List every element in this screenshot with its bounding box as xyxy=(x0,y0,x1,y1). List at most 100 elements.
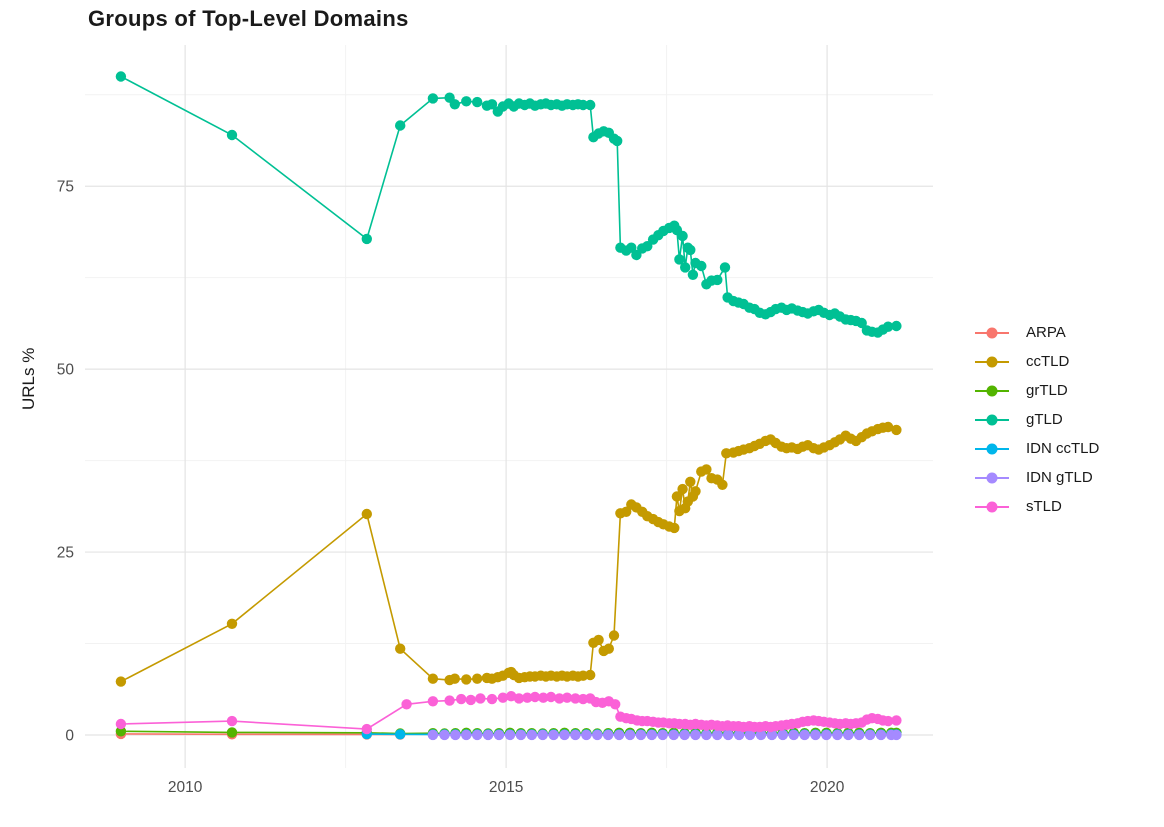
legend-key-icon xyxy=(975,501,1009,513)
data-point xyxy=(832,729,843,741)
data-point xyxy=(493,729,505,741)
legend-label: grTLD xyxy=(1026,382,1068,399)
data-point xyxy=(679,729,690,741)
legend-key-dot xyxy=(986,472,998,483)
legend-key-icon xyxy=(975,385,1009,397)
data-point xyxy=(882,321,894,332)
data-point xyxy=(450,729,461,741)
y-tick-label: 50 xyxy=(57,362,75,379)
data-point xyxy=(506,691,517,702)
data-point xyxy=(482,729,494,741)
data-point xyxy=(559,729,570,741)
data-point xyxy=(875,729,887,741)
data-point xyxy=(621,506,632,517)
legend-label: gTLD xyxy=(1026,411,1063,428)
series-line xyxy=(120,733,401,736)
data-point xyxy=(677,230,688,242)
data-point xyxy=(526,729,537,741)
data-point xyxy=(472,729,483,741)
chart-title: Groups of Top-Level Domains xyxy=(88,6,409,31)
legend-item-idn-gtld: IDN gTLD xyxy=(975,463,1099,492)
data-point xyxy=(891,320,902,332)
legend-key-dot xyxy=(986,414,998,425)
legend: ARPA ccTLD grTLD gTLD IDN ccTLD IDN gTLD sTLD xyxy=(975,318,1099,521)
data-point xyxy=(522,692,533,703)
data-point xyxy=(668,729,679,741)
data-point xyxy=(226,727,238,738)
data-point xyxy=(444,695,455,706)
data-point xyxy=(456,693,467,705)
data-point xyxy=(843,729,854,741)
data-point xyxy=(717,479,728,490)
data-point xyxy=(733,729,745,741)
series-stld xyxy=(115,691,902,735)
data-point xyxy=(626,242,637,253)
y-tick-label: 0 xyxy=(65,728,74,745)
data-point xyxy=(570,693,581,704)
data-point xyxy=(115,71,127,82)
legend-key-icon xyxy=(975,472,1009,484)
data-point xyxy=(449,99,460,110)
data-point xyxy=(690,729,701,741)
series-idn-gtld xyxy=(427,729,902,741)
data-point xyxy=(608,630,620,641)
legend-label: sTLD xyxy=(1026,498,1062,515)
data-point xyxy=(891,424,902,436)
data-point xyxy=(701,464,712,475)
data-point xyxy=(472,96,483,108)
data-point xyxy=(864,729,876,741)
legend-key-dot xyxy=(986,443,998,454)
x-tick-label: 2010 xyxy=(168,779,203,796)
data-point xyxy=(723,729,734,741)
data-point xyxy=(361,723,372,735)
data-point xyxy=(603,643,614,654)
y-tick-label: 25 xyxy=(57,545,74,562)
data-point xyxy=(685,244,696,256)
data-point xyxy=(554,693,565,704)
data-point xyxy=(115,726,127,737)
legend-key-icon xyxy=(975,356,1009,368)
data-point xyxy=(115,718,127,730)
data-point xyxy=(712,274,723,286)
data-point xyxy=(504,729,516,741)
y-tick-label: 75 xyxy=(57,179,74,196)
data-point xyxy=(891,715,902,726)
legend-key-icon xyxy=(975,443,1009,455)
legend-item-stld: sTLD xyxy=(975,492,1099,521)
data-point xyxy=(592,729,603,741)
grid xyxy=(85,45,933,768)
data-point xyxy=(882,421,894,433)
data-point xyxy=(701,729,712,741)
data-point xyxy=(777,729,788,741)
data-point xyxy=(461,674,472,685)
data-point xyxy=(226,715,238,727)
legend-label: ccTLD xyxy=(1026,353,1070,370)
data-point xyxy=(513,693,525,704)
data-point xyxy=(612,135,623,147)
data-point xyxy=(115,676,127,687)
data-point xyxy=(561,692,573,703)
data-point xyxy=(486,99,498,110)
data-point xyxy=(395,643,406,654)
data-point xyxy=(570,729,581,741)
data-point xyxy=(497,692,509,703)
data-point xyxy=(624,729,636,741)
data-point xyxy=(581,729,592,741)
data-point xyxy=(610,699,621,710)
data-point xyxy=(439,729,450,741)
series-cctld xyxy=(115,421,902,687)
data-point xyxy=(395,120,406,131)
data-point xyxy=(395,729,406,740)
data-point xyxy=(538,692,549,703)
legend-item-grtld: grTLD xyxy=(975,376,1099,405)
axis-labels: 0 25 50 75 2010 2015 2020 xyxy=(57,179,845,796)
legend-key-dot xyxy=(986,327,998,338)
data-point xyxy=(810,729,821,741)
data-point xyxy=(766,729,778,741)
data-point xyxy=(856,317,867,329)
series-line xyxy=(120,75,897,334)
data-point xyxy=(635,729,647,741)
data-point xyxy=(427,729,439,741)
data-point xyxy=(603,729,614,741)
